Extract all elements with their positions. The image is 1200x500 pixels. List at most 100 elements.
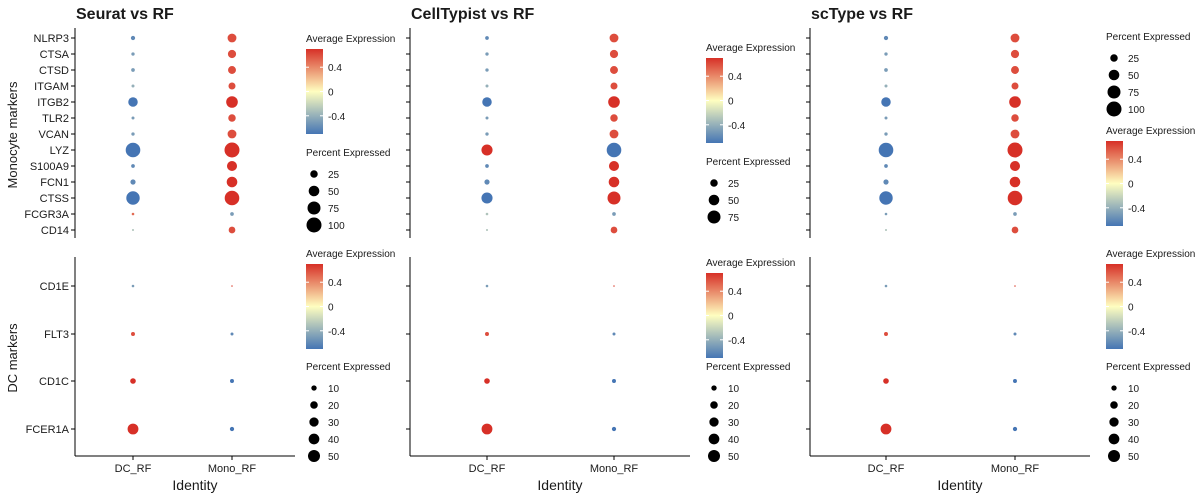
dot-dc-cd1e-0: [884, 284, 888, 288]
color-legend-label: -0.4: [1128, 327, 1146, 338]
dot-dc-cd1c-0: [130, 378, 136, 384]
dot-monocyte-fcgr3a-0: [884, 212, 888, 216]
dot-dc-cd1e-1: [613, 285, 615, 287]
dot-monocyte-itgb2-0: [482, 97, 492, 107]
size-legend-dot: [311, 385, 317, 391]
size-legend-label: 50: [728, 452, 740, 463]
size-legend-dot: [1107, 85, 1121, 99]
dot-dc-flt3-1: [230, 332, 234, 336]
size-legend-dot: [1108, 450, 1120, 462]
size-legend-dot: [307, 201, 321, 215]
size-legend-dot: [710, 401, 718, 409]
color-legend-bar: [1106, 264, 1123, 349]
dot-monocyte-cd14-0: [485, 228, 489, 232]
dot-monocyte-itgam-1: [228, 82, 236, 90]
color-legend-label: 0.4: [728, 72, 742, 83]
dot-monocyte-ctss-0: [126, 191, 140, 205]
x-tick-label: Mono_RF: [991, 463, 1040, 475]
dot-monocyte-ctsa-1: [1010, 49, 1020, 59]
dot-monocyte-ctss-0: [879, 191, 893, 205]
size-legend-dot: [708, 433, 720, 445]
size-legend-label: 40: [728, 435, 740, 446]
size-legend-label: 75: [728, 213, 740, 224]
x-tick-label: Mono_RF: [590, 463, 639, 475]
color-legend-title: Average Expression: [706, 43, 795, 54]
dot-monocyte-fcn1-1: [608, 176, 620, 188]
dot-monocyte-itgam-0: [485, 84, 489, 88]
dot-monocyte-s100a9-0: [131, 164, 135, 168]
dot-monocyte-vcan-1: [1010, 129, 1020, 139]
dot-monocyte-nlrp3-0: [485, 36, 489, 40]
size-legend-dot: [310, 170, 318, 178]
gene-label: S100A9: [30, 161, 69, 173]
dot-monocyte-ctsa-1: [227, 49, 237, 59]
size-legend-label: 25: [1128, 54, 1140, 65]
gene-label: CD14: [41, 225, 69, 237]
dot-monocyte-s100a9-1: [226, 160, 238, 172]
dot-dc-cd1e-0: [485, 284, 489, 288]
dot-dc-cd1e-1: [231, 285, 233, 287]
dot-dc-fcer1a-1: [229, 426, 235, 432]
dot-monocyte-itgb2-1: [226, 96, 238, 108]
dot-dc-flt3-1: [612, 332, 616, 336]
dot-monocyte-fcn1-0: [484, 179, 490, 185]
dot-monocyte-tlr2-1: [1011, 114, 1019, 122]
size-legend-dot: [309, 417, 319, 427]
color-legend-label: 0: [1128, 180, 1134, 191]
size-legend-dot: [1111, 385, 1117, 391]
gene-label: ITGB2: [37, 97, 69, 109]
dot-monocyte-ctsd-0: [131, 68, 135, 72]
size-legend-dot: [707, 210, 721, 224]
gene-label: FCN1: [40, 177, 69, 189]
dot-monocyte-itgam-1: [1011, 82, 1019, 90]
size-legend-title: Percent Expressed: [306, 362, 391, 373]
dot-monocyte-s100a9-1: [1009, 160, 1021, 172]
dot-monocyte-fcn1-1: [1009, 176, 1021, 188]
size-legend-dot: [709, 417, 719, 427]
dot-monocyte-itgam-1: [610, 82, 618, 90]
color-legend-label: -0.4: [328, 112, 346, 123]
size-legend-label: 50: [328, 187, 340, 198]
x-axis-title: Identity: [537, 477, 582, 493]
dot-monocyte-fcn1-1: [226, 176, 238, 188]
size-legend-label: 20: [1128, 401, 1140, 412]
dot-monocyte-vcan-0: [884, 132, 888, 136]
size-legend-label: 50: [1128, 71, 1140, 82]
size-legend-label: 25: [328, 170, 340, 181]
panel-1: CellTypist vs RF DC_RF Mono_RF Identity Aver…: [406, 6, 795, 493]
size-legend-label: 50: [728, 196, 740, 207]
size-legend-label: 30: [1128, 418, 1140, 429]
dot-monocyte-cd14-1: [228, 226, 236, 234]
dot-dc-cd1e-1: [1014, 285, 1016, 287]
dot-monocyte-ctss-1: [607, 191, 621, 205]
row-label-dc: DC markers: [5, 323, 20, 393]
panel-2: scType vs RF DC_RF Mono_RF Identity Average …: [806, 6, 1195, 493]
size-legend-label: 50: [1128, 452, 1140, 463]
color-legend-label: 0.4: [1128, 278, 1142, 289]
size-legend-dot: [310, 401, 318, 409]
size-legend-title: Percent Expressed: [306, 148, 391, 159]
dot-monocyte-ctss-1: [1007, 190, 1023, 206]
gene-label: NLRP3: [34, 33, 69, 45]
dot-dc-cd1c-1: [1013, 379, 1017, 383]
size-legend-label: 10: [328, 384, 340, 395]
dot-monocyte-fcgr3a-1: [1013, 212, 1017, 216]
dot-monocyte-cd14-0: [131, 228, 135, 232]
color-legend-label: -0.4: [728, 121, 746, 132]
dot-monocyte-itgb2-0: [128, 97, 138, 107]
size-legend-title: Percent Expressed: [706, 362, 791, 373]
dot-monocyte-ctsa-0: [131, 52, 135, 56]
dot-monocyte-fcgr3a-1: [612, 212, 616, 216]
size-legend-dot: [708, 194, 720, 206]
color-legend-bar: [1106, 141, 1123, 226]
gene-label: LYZ: [50, 145, 70, 157]
color-legend-label: -0.4: [328, 327, 346, 338]
dot-dc-cd1c-1: [230, 379, 234, 383]
color-legend-label: 0: [728, 312, 734, 323]
color-legend-title: Average Expression: [306, 249, 395, 260]
size-legend-label: 30: [328, 418, 340, 429]
size-legend-label: 100: [328, 221, 345, 232]
dot-dc-fcer1a-0: [481, 423, 493, 435]
dot-monocyte-lyz-1: [1007, 142, 1023, 158]
dot-monocyte-itgam-0: [884, 84, 888, 88]
